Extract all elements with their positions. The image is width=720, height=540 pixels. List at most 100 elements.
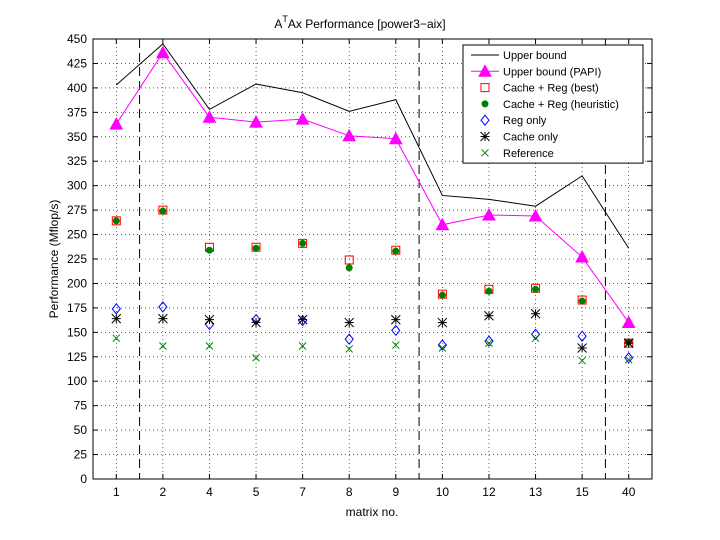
data-point-reg-only [437, 339, 448, 351]
legend-marker-upper-bound-papi-shape [478, 64, 492, 77]
chart-title-superscript: T [282, 14, 288, 24]
data-point-reg-only [158, 301, 168, 313]
legend: Upper bound Upper bound (PAPI) Cache + Reg… [462, 44, 644, 164]
data-point-reference [485, 339, 493, 347]
data-point-cache-reg-heuristic [112, 217, 120, 225]
data-point-reg-only-shape [391, 324, 401, 337]
data-point-reference [391, 341, 400, 349]
chart-title-suffix: Ax Performance [power3−aix] [288, 17, 446, 31]
data-point-cache-reg-heuristic [159, 207, 167, 215]
y-tick-label: 425 [67, 56, 87, 70]
data-point-upper-bound-papi [621, 315, 636, 329]
y-tick-label: 25 [74, 448, 88, 462]
data-point-reg-only [111, 303, 121, 315]
data-point-upper-bound-papi [249, 115, 263, 128]
data-point-cache-reg-best-shape [111, 216, 121, 226]
x-tick-label: 4 [206, 485, 213, 499]
data-point-cache-reg-heuristic-shape [299, 239, 307, 247]
data-point-upper-bound-papi [388, 131, 403, 145]
legend-marker-reg-only-shape [480, 114, 490, 127]
legend-marker-cache-reg-best-shape [480, 83, 490, 93]
data-point-reference [624, 355, 633, 364]
x-tick-label: 7 [299, 485, 306, 499]
data-point-reference-stroke [298, 342, 307, 350]
data-point-reg-only [484, 335, 494, 347]
series-cache-only [111, 308, 634, 353]
data-point-cache-only [297, 314, 308, 325]
data-point-cache-only-stroke [297, 314, 308, 325]
x-tick-label: 40 [622, 485, 636, 499]
tick-layer: 0255075100125150175200225250275300325350… [67, 32, 652, 499]
data-point-cache-only-stroke [344, 317, 355, 328]
y-tick-label: 375 [67, 105, 87, 119]
data-point-reference [345, 345, 354, 353]
data-point-cache-reg-heuristic-shape [532, 285, 540, 293]
legend-label: Reference [503, 148, 554, 160]
data-point-upper-bound-papi-shape [388, 131, 403, 145]
legend-marker-upper-bound-papi [478, 64, 492, 77]
y-tick-label: 300 [67, 179, 87, 193]
series-reg-only [111, 301, 634, 364]
data-point-cache-reg-best [344, 255, 354, 265]
data-point-cache-reg-heuristic [578, 297, 586, 305]
data-point-upper-bound-papi [342, 128, 357, 142]
data-point-reference-stroke [345, 345, 354, 353]
data-point-reference-stroke [205, 342, 214, 350]
y-tick-label: 450 [67, 32, 87, 46]
data-point-reg-only-shape [484, 335, 494, 347]
chart-title: ATAx Performance [power3−aix] [274, 14, 445, 31]
data-point-reg-only [577, 330, 587, 343]
data-point-upper-bound-papi-shape [482, 207, 496, 221]
data-point-cache-reg-heuristic-shape [345, 264, 353, 272]
data-point-reg-only-shape [577, 330, 587, 343]
data-point-cache-reg-heuristic-shape [252, 244, 260, 252]
data-point-reference-stroke [578, 356, 586, 365]
legend-label: Reg only [503, 115, 547, 127]
legend-label: Cache + Reg (heuristic) [503, 99, 619, 111]
data-point-reg-only-shape [344, 333, 354, 345]
x-tick-label: 8 [346, 485, 353, 499]
data-point-cache-reg-heuristic [252, 244, 260, 252]
data-point-reference [578, 356, 586, 365]
data-point-reg-only-shape [158, 301, 168, 313]
y-tick-label: 400 [67, 81, 87, 95]
data-point-cache-only [623, 338, 634, 348]
y-tick-label: 275 [67, 203, 87, 217]
data-point-reference [205, 342, 214, 350]
y-tick-label: 0 [80, 472, 87, 486]
data-point-upper-bound-papi [156, 45, 170, 59]
data-point-reg-only [530, 328, 541, 341]
data-point-cache-only [437, 317, 448, 328]
data-point-upper-bound-papi [528, 208, 543, 222]
data-point-cache-only-stroke [484, 310, 494, 321]
legend-marker-cache-reg-heuristic-shape [481, 100, 489, 108]
data-point-cache-reg-heuristic [299, 239, 307, 247]
data-point-reference-stroke [438, 344, 447, 352]
data-point-reference [531, 334, 540, 343]
data-point-upper-bound-papi-shape [295, 112, 310, 125]
x-tick-label: 15 [575, 485, 589, 499]
y-axis-title: Performance (Mflop/s) [47, 200, 61, 319]
data-point-reg-only-shape [530, 328, 541, 341]
data-point-reg-only-shape [437, 339, 448, 351]
y-tick-label: 175 [67, 301, 87, 315]
data-point-reference-stroke [159, 342, 167, 350]
data-point-cache-only-stroke [204, 314, 215, 325]
data-point-upper-bound-papi-shape [621, 315, 636, 329]
series-reference [112, 334, 633, 365]
x-tick-label: 1 [113, 485, 120, 499]
data-point-upper-bound-papi [109, 117, 124, 130]
data-point-cache-reg-heuristic-shape [159, 207, 167, 215]
data-point-upper-bound-papi [482, 207, 496, 221]
x-tick-label: 13 [529, 485, 543, 499]
data-point-cache-reg-heuristic [392, 247, 400, 255]
legend-marker-cache-only-stroke [480, 131, 490, 142]
data-point-upper-bound-papi-shape [109, 117, 124, 130]
data-point-cache-reg-heuristic-shape [438, 291, 446, 299]
series-layer [109, 43, 636, 365]
data-point-cache-only-stroke [111, 313, 122, 324]
data-point-reference-stroke [624, 355, 633, 364]
data-point-cache-only-stroke [623, 338, 634, 348]
data-point-cache-only [204, 314, 215, 325]
